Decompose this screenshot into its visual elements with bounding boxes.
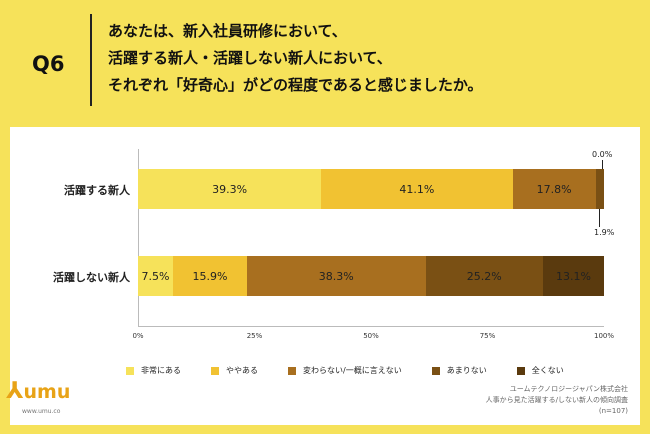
category-label: 活躍しない新人 [53, 271, 130, 284]
legend-swatch [431, 366, 440, 375]
source-line-1: ユームテクノロジージャパン株式会社 [509, 385, 628, 393]
question-text: あなたは、新入社員研修において、 活躍する新人・活躍しない新人において、 それぞ… [108, 18, 483, 99]
label-leader-line [602, 160, 603, 169]
legend-label: 非常にある [141, 366, 181, 375]
question-line-3: それぞれ「好奇心」がどの程度であると感じましたか。 [108, 76, 483, 94]
data-label: 41.1% [399, 182, 435, 196]
logo-url: www.umu.co [22, 408, 61, 415]
bar-segment: 39.3% [138, 169, 322, 209]
data-label: 0.0% [592, 150, 613, 159]
legend-swatch [126, 366, 134, 375]
logo-mark-icon: ⅄ [6, 378, 24, 404]
label-leader-line [599, 209, 600, 227]
data-label: 7.5% [141, 269, 170, 283]
category-label: 活躍する新人 [64, 184, 130, 197]
umu-logo: ⅄umu www.umu.co [6, 378, 71, 415]
legend-item: あまりない [431, 365, 487, 376]
source-line-2: 人事から見た活躍する/しない新人の傾向調査 [485, 396, 628, 404]
bar-segment: 7.5% [138, 256, 173, 296]
data-label: 38.3% [318, 269, 354, 283]
legend-label: あまりない [446, 366, 487, 375]
data-label: 15.9% [192, 269, 228, 283]
legend-item: 非常にある [126, 365, 181, 376]
x-tick-label: 0% [132, 332, 144, 340]
data-label: 25.2% [466, 269, 502, 283]
chart-legend: 非常にある ややある 変わらない/一概に言えない あまりない 全くない [126, 365, 564, 376]
bar-segment: 25.2% [425, 256, 543, 296]
data-label: 39.3% [212, 182, 248, 196]
bar-segment: 41.1% [321, 169, 513, 209]
logo-wordmark: umu [23, 381, 71, 403]
x-tick-label: 100% [593, 332, 615, 340]
x-tick-label: 75% [479, 332, 496, 340]
question-line-2: 活躍する新人・活躍しない新人において、 [108, 49, 392, 67]
legend-item: 全くない [516, 365, 564, 376]
data-label: 13.1% [555, 269, 591, 283]
data-label: 1.9% [594, 228, 615, 237]
bar-segment: 13.1% [542, 256, 604, 296]
x-axis-line [138, 326, 604, 327]
y-axis-line [138, 149, 139, 327]
question-divider [90, 14, 92, 106]
chart-panel: 活躍する新人活躍しない新人 39.3% 41.1% 17.8% 7.5% 15.9% 38.… [10, 127, 640, 425]
legend-label: ややある [226, 366, 258, 375]
x-tick-label: 50% [363, 332, 379, 340]
legend-item: ややある [211, 365, 258, 376]
source-note: ユームテクノロジージャパン株式会社 人事から見た活躍する/しない新人の傾向調査 … [486, 384, 628, 417]
legend-swatch [516, 366, 525, 375]
legend-item: 変わらない/一概に言えない [288, 365, 402, 376]
legend-label: 全くない [531, 366, 564, 375]
bar-segment [595, 169, 605, 209]
bar-segment: 15.9% [172, 256, 248, 296]
bar-segment: 38.3% [247, 256, 426, 296]
legend-swatch [288, 366, 296, 375]
question-number: Q6 [32, 52, 65, 76]
question-line-1: あなたは、新入社員研修において、 [108, 22, 347, 40]
legend-swatch [211, 366, 219, 375]
legend-label: 変わらない/一概に言えない [303, 366, 402, 375]
bar-segment: 17.8% [512, 169, 596, 209]
data-label: 17.8% [536, 182, 572, 196]
x-tick-label: 25% [246, 332, 263, 340]
source-line-3: (n=107) [598, 407, 628, 415]
